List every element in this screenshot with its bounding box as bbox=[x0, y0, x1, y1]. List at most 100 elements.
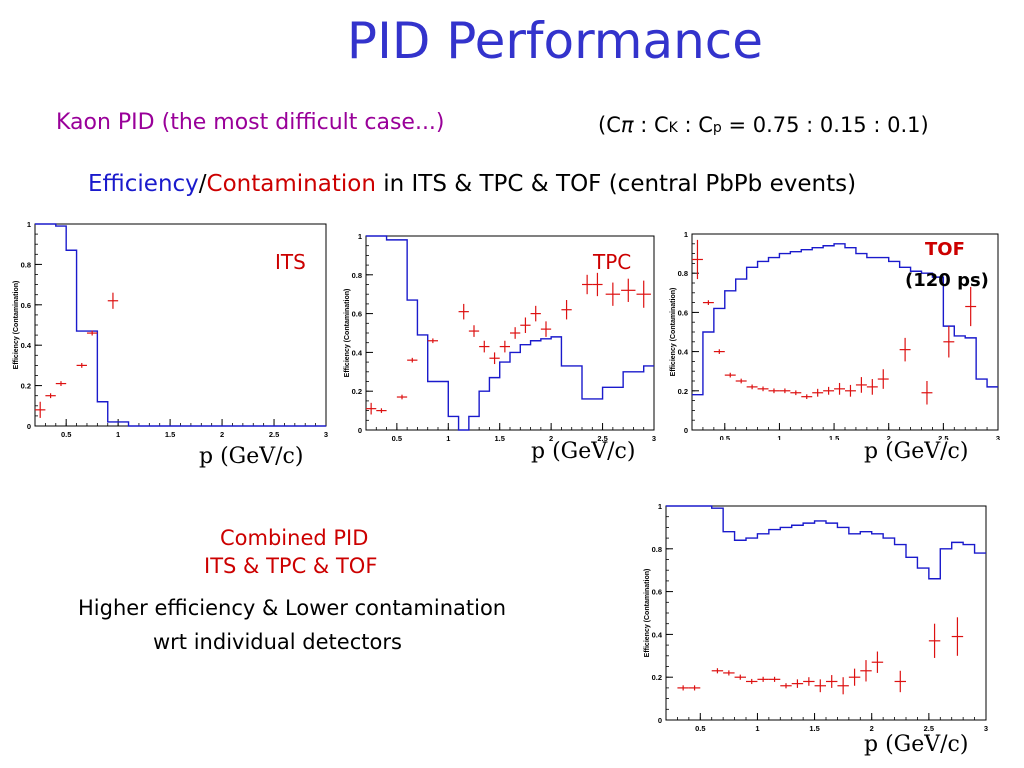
its-xtick-label: 0.5 bbox=[61, 430, 71, 439]
tpc-ytick-label: 0.8 bbox=[352, 271, 362, 280]
its-xtick-label: 2.5 bbox=[269, 430, 279, 439]
tof-contamination-point bbox=[855, 377, 867, 393]
its-ytick-label: 0.6 bbox=[21, 301, 31, 310]
tpc-contamination-point bbox=[582, 274, 593, 295]
tof-contamination-point bbox=[790, 390, 802, 396]
contamination-word: Contamination bbox=[206, 171, 376, 197]
tpc-ytick-label: 0.2 bbox=[352, 387, 362, 396]
tof-contamination-point bbox=[801, 394, 813, 400]
tof-contamination-point bbox=[768, 388, 780, 394]
tpc-xtick-label: 0.5 bbox=[392, 434, 402, 442]
tof-contamination-point bbox=[779, 388, 791, 394]
combined-pid-heading: Combined PID bbox=[220, 526, 369, 550]
tpc-ytick-label: 1 bbox=[358, 232, 362, 241]
tpc-xlabel: p (GeV/c) bbox=[531, 439, 636, 464]
tof-contamination-point bbox=[812, 388, 824, 397]
combined-contamination-point bbox=[734, 674, 746, 680]
its-ytick-label: 0.8 bbox=[21, 260, 31, 269]
combined-ytick-label: 0 bbox=[658, 716, 662, 725]
tof-label: TOF bbox=[925, 239, 965, 260]
combined-efficiency-series bbox=[666, 505, 986, 580]
eff-line-rest: in ITS & TPC & TOF (central PbPb events) bbox=[375, 171, 857, 197]
its-ytick-label: 0.2 bbox=[21, 382, 31, 391]
combined-contamination-point bbox=[814, 679, 826, 693]
tof-contamination-point bbox=[921, 381, 933, 405]
tof-ytick-label: 0.2 bbox=[678, 387, 688, 396]
tof-xtick-label: 0.5 bbox=[720, 434, 730, 440]
tpc-contamination-point bbox=[520, 317, 531, 333]
combined-contamination-point bbox=[871, 651, 884, 673]
tof-plot-panel: 0 0.2 0.4 0.6 0.8 1 0.5 1 1.5 2 2.5 3 Efficiency (Co… bbox=[670, 230, 1000, 440]
tpc-label: TPC bbox=[593, 250, 632, 274]
tpc-contamination-point bbox=[479, 340, 490, 353]
tof-xtick-label: 2.5 bbox=[938, 434, 948, 440]
tpc-ylabel: Efficiency (Contamination) bbox=[344, 289, 351, 378]
tof-contamination-point bbox=[702, 300, 714, 305]
tof-contamination-point bbox=[899, 337, 911, 362]
combined-contamination-point bbox=[928, 623, 941, 658]
tof-xtick-label: 2 bbox=[887, 434, 891, 440]
conclusion-line-1: Higher efficiency & Lower contamination bbox=[78, 596, 507, 620]
tof-ytick-label: 0.8 bbox=[678, 269, 688, 278]
combined-contamination-point bbox=[826, 675, 838, 688]
combined-detectors-heading: ITS & TPC & TOF bbox=[204, 554, 378, 578]
fractions-colon-1: : C bbox=[633, 113, 669, 137]
tpc-xtick-label: 2 bbox=[549, 434, 553, 442]
its-xtick-label: 2 bbox=[220, 430, 224, 439]
combined-plot-frame bbox=[665, 505, 987, 721]
combined-ytick-label: 0.2 bbox=[652, 673, 662, 682]
tof-contamination-point bbox=[866, 379, 878, 395]
combined-ytick-label: 0.8 bbox=[652, 545, 662, 554]
combined-xtick-label: 0.5 bbox=[695, 724, 705, 733]
tof-contamination-point bbox=[834, 382, 845, 395]
fractions-values: = 0.75 : 0.15 : 0.1) bbox=[721, 113, 929, 137]
tpc-contamination-point bbox=[540, 321, 552, 337]
tof-ytick-label: 1 bbox=[684, 230, 688, 239]
tof-contamination-point bbox=[877, 369, 889, 389]
tof-xtick-label: 3 bbox=[996, 434, 1000, 440]
tpc-contamination-point bbox=[366, 402, 377, 415]
tpc-contamination-point bbox=[530, 305, 541, 322]
tof-efficiency-series bbox=[692, 243, 998, 396]
tpc-contamination-point bbox=[510, 327, 521, 339]
its-ytick-label: 0 bbox=[27, 422, 31, 431]
tof-ytick-label: 0.6 bbox=[678, 308, 688, 317]
combined-xtick-label: 2.5 bbox=[924, 724, 934, 733]
tpc-efficiency-series bbox=[366, 235, 654, 431]
its-plot-panel: 0 0.2 0.4 0.6 0.8 1 0.5 1 1.5 2 2.5 3 Efficiency (Co… bbox=[13, 220, 328, 439]
its-contamination-point bbox=[107, 292, 119, 309]
its-xtick-label: 1.5 bbox=[165, 430, 175, 439]
combined-contamination-point bbox=[746, 678, 758, 685]
tof-xtick-label: 1.5 bbox=[829, 434, 839, 440]
combined-ytick-label: 0.4 bbox=[652, 630, 663, 639]
fractions-colon-2: : C bbox=[677, 113, 713, 137]
tof-contamination-point bbox=[845, 384, 856, 397]
slide-title: PID Performance bbox=[346, 12, 764, 70]
combined-contamination-point bbox=[837, 677, 849, 695]
conclusion-line-2: wrt individual detectors bbox=[153, 630, 402, 654]
tof-ytick-label: 0 bbox=[684, 426, 688, 435]
combined-contamination-point bbox=[894, 670, 906, 693]
its-ytick-label: 1 bbox=[27, 220, 31, 229]
combined-xtick-label: 1 bbox=[755, 724, 759, 733]
tpc-contamination-point bbox=[636, 280, 651, 308]
its-contamination-point bbox=[45, 393, 56, 399]
its-label: ITS bbox=[275, 250, 306, 274]
its-contamination-point bbox=[86, 330, 98, 336]
tpc-contamination-point bbox=[376, 408, 387, 413]
combined-contamination-point bbox=[780, 683, 792, 689]
tof-contamination-point bbox=[757, 386, 769, 392]
tof-xlabel: p (GeV/c) bbox=[864, 439, 969, 464]
its-xlabel: p (GeV/c) bbox=[199, 444, 304, 469]
tpc-xtick-label: 3 bbox=[652, 434, 656, 442]
tpc-contamination-point bbox=[489, 352, 500, 365]
tpc-contamination-point bbox=[468, 325, 480, 337]
tpc-contamination-point bbox=[499, 340, 510, 353]
tof-contamination-point bbox=[713, 349, 725, 354]
combined-contamination-point bbox=[848, 668, 861, 686]
combined-ytick-label: 1 bbox=[658, 502, 662, 511]
tpc-contamination-point bbox=[396, 394, 408, 400]
its-efficiency-series bbox=[35, 223, 326, 427]
abundance-fractions: (Cπ : CK : Cp = 0.75 : 0.15 : 0.1) bbox=[598, 113, 929, 137]
tpc-contamination-point bbox=[621, 278, 636, 302]
